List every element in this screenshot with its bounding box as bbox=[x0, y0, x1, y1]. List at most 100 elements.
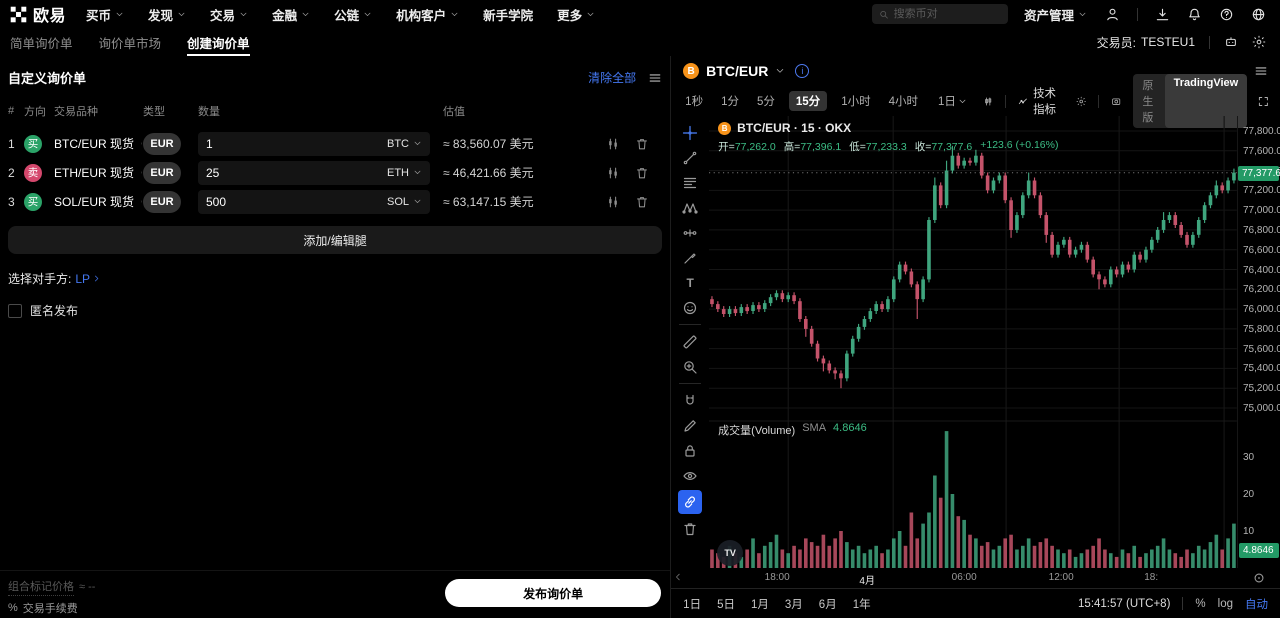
tab-rfq-market[interactable]: 询价单市场 bbox=[98, 36, 162, 51]
range-3月[interactable]: 3月 bbox=[784, 598, 803, 611]
chart-bottom-bar: 1日 5日 1月 3月 6月 1年 15:41:57 (UTC+8) % log 自动 bbox=[671, 588, 1280, 618]
amount-input[interactable]: 25 ETH bbox=[198, 160, 430, 185]
open-chart-icon[interactable] bbox=[606, 195, 620, 209]
tool-long-position-icon[interactable] bbox=[677, 220, 703, 245]
auto-scale-button[interactable]: 自动 bbox=[1245, 598, 1268, 611]
tab-create-rfq[interactable]: 创建询价单 bbox=[187, 28, 250, 56]
open-chart-icon[interactable] bbox=[606, 137, 620, 151]
indicators-button[interactable]: 技术指标 bbox=[1018, 85, 1064, 117]
search-box[interactable] bbox=[871, 4, 1008, 24]
tool-hide-icon[interactable] bbox=[677, 463, 703, 488]
rfq-footer: 组合标记价格 ≈ -- % 交易手续费 发布询价单 bbox=[0, 570, 671, 618]
info-icon[interactable]: i bbox=[795, 64, 810, 78]
chart-plot-area[interactable]: B BTC/EUR · 15 · OKX 开=77,262.0 高=77,396… bbox=[709, 116, 1237, 568]
chart-settings-gear-icon[interactable] bbox=[1076, 94, 1086, 109]
timeframe-1分[interactable]: 1分 bbox=[721, 96, 739, 108]
tool-brush-icon[interactable] bbox=[677, 245, 703, 270]
amount-input[interactable]: 1 BTC bbox=[198, 131, 430, 156]
tool-magnet-icon[interactable] bbox=[677, 388, 703, 413]
unit-dropdown[interactable]: ETH bbox=[387, 167, 422, 179]
download-icon[interactable] bbox=[1155, 7, 1170, 22]
language-globe-icon[interactable] bbox=[1251, 7, 1266, 22]
timeframe-15分[interactable]: 15分 bbox=[788, 91, 828, 111]
tool-fib-retracement-icon[interactable] bbox=[677, 170, 703, 195]
nav-item-more[interactable]: 更多 bbox=[557, 5, 595, 24]
okx-logo[interactable]: 欧易 bbox=[10, 2, 66, 26]
unit-dropdown[interactable]: BTC bbox=[387, 138, 422, 150]
mode-native[interactable]: 原生版 bbox=[1142, 80, 1154, 124]
delete-leg-icon[interactable] bbox=[635, 166, 649, 180]
collapse-toolbar-icon[interactable] bbox=[673, 572, 683, 582]
tool-lock-icon[interactable] bbox=[677, 438, 703, 463]
unit-dropdown[interactable]: SOL bbox=[387, 196, 422, 208]
help-icon[interactable] bbox=[1219, 7, 1234, 22]
range-1日[interactable]: 1日 bbox=[683, 598, 702, 611]
tab-simple-rfq[interactable]: 简单询价单 bbox=[10, 36, 73, 51]
range-1年[interactable]: 1年 bbox=[852, 598, 871, 611]
tool-trend-line-icon[interactable] bbox=[677, 145, 703, 170]
price-tick: 77,200.0 bbox=[1243, 185, 1280, 196]
nav-item-institutional[interactable]: 机构客户 bbox=[396, 5, 459, 24]
nav-item-trade[interactable]: 交易 bbox=[210, 5, 248, 24]
chart-menu-icon[interactable] bbox=[1254, 64, 1268, 78]
publish-rfq-button[interactable]: 发布询价单 bbox=[445, 579, 662, 607]
timeframe-5分[interactable]: 5分 bbox=[756, 96, 775, 108]
log-scale-button[interactable]: log bbox=[1217, 597, 1233, 610]
tool-ruler-icon[interactable] bbox=[677, 329, 703, 354]
delete-leg-icon[interactable] bbox=[635, 137, 649, 151]
chevron-down-icon[interactable] bbox=[775, 66, 785, 76]
user-icon[interactable] bbox=[1105, 7, 1120, 22]
bot-icon[interactable] bbox=[1224, 35, 1238, 49]
symbol-selector[interactable]: BTC/EUR bbox=[706, 63, 769, 79]
settings-gear-icon[interactable] bbox=[1252, 35, 1266, 49]
tool-crosshair-icon[interactable] bbox=[677, 120, 703, 145]
search-input[interactable] bbox=[893, 8, 1001, 20]
price-tick: 77,600.0 bbox=[1243, 146, 1280, 157]
open-chart-icon[interactable] bbox=[606, 166, 620, 180]
timeframe-1小时[interactable]: 1小时 bbox=[841, 96, 871, 108]
tool-link-icon[interactable] bbox=[678, 490, 703, 514]
nav-item-academy[interactable]: 新手学院 bbox=[483, 8, 534, 23]
pair-selector[interactable]: ETH/EUR 现货 bbox=[54, 166, 143, 180]
anonymous-checkbox[interactable] bbox=[8, 303, 22, 318]
clock[interactable]: 15:41:57 (UTC+8) bbox=[1078, 597, 1171, 610]
clear-all-button[interactable]: 清除全部 bbox=[588, 71, 637, 85]
pair-selector[interactable]: BTC/EUR 现货 bbox=[54, 137, 143, 151]
nav-item-buy-crypto[interactable]: 买币 bbox=[86, 5, 124, 24]
range-6月[interactable]: 6月 bbox=[818, 598, 837, 611]
timeframe-1d-dropdown[interactable]: 1日 bbox=[934, 91, 971, 111]
chart-style-candles-icon[interactable] bbox=[983, 94, 993, 109]
tool-xabcd-pattern-icon[interactable] bbox=[677, 195, 703, 220]
currency-type-pill[interactable]: EUR bbox=[143, 190, 181, 213]
go-to-realtime-icon[interactable] bbox=[1252, 571, 1266, 585]
price-axis[interactable]: 77,800.077,600.077,400.077,200.077,000.0… bbox=[1237, 116, 1280, 568]
tool-zoom-in-icon[interactable] bbox=[677, 354, 703, 379]
screenshot-icon[interactable] bbox=[1111, 94, 1121, 109]
counterparty-select[interactable]: LP bbox=[75, 272, 101, 286]
add-edit-leg-button[interactable]: 添加/编辑腿 bbox=[8, 226, 663, 254]
panel-menu-icon[interactable] bbox=[648, 71, 662, 85]
nav-item-finance[interactable]: 金融 bbox=[272, 5, 310, 24]
timeframe-1秒[interactable]: 1秒 bbox=[685, 96, 704, 108]
amount-input[interactable]: 500 SOL bbox=[198, 189, 430, 214]
currency-type-pill[interactable]: EUR bbox=[143, 161, 181, 184]
expand-icon[interactable] bbox=[1257, 94, 1270, 109]
nav-item-chains[interactable]: 公链 bbox=[334, 5, 372, 24]
currency-type-pill[interactable]: EUR bbox=[143, 132, 181, 155]
notifications-icon[interactable] bbox=[1187, 7, 1202, 22]
pair-selector[interactable]: SOL/EUR 现货 bbox=[54, 195, 143, 209]
tool-trash-icon[interactable] bbox=[677, 516, 703, 541]
tool-text-icon[interactable]: T bbox=[686, 275, 694, 290]
nav-item-discover[interactable]: 发现 bbox=[148, 5, 186, 24]
percent-scale-button[interactable]: % bbox=[1195, 597, 1206, 610]
divider bbox=[679, 324, 702, 325]
tool-draw-icon[interactable] bbox=[677, 413, 703, 438]
tool-emoji-icon[interactable] bbox=[677, 295, 703, 320]
assets-menu[interactable]: 资产管理 bbox=[1024, 5, 1087, 24]
mode-tradingview[interactable]: TradingView bbox=[1164, 74, 1248, 128]
timeframe-4小时[interactable]: 4小时 bbox=[888, 96, 918, 108]
delete-leg-icon[interactable] bbox=[635, 195, 649, 209]
range-1月[interactable]: 1月 bbox=[750, 598, 769, 611]
range-5日[interactable]: 5日 bbox=[717, 598, 735, 611]
time-axis[interactable]: 18:00 4月 06:00 12:00 18: bbox=[671, 568, 1280, 588]
